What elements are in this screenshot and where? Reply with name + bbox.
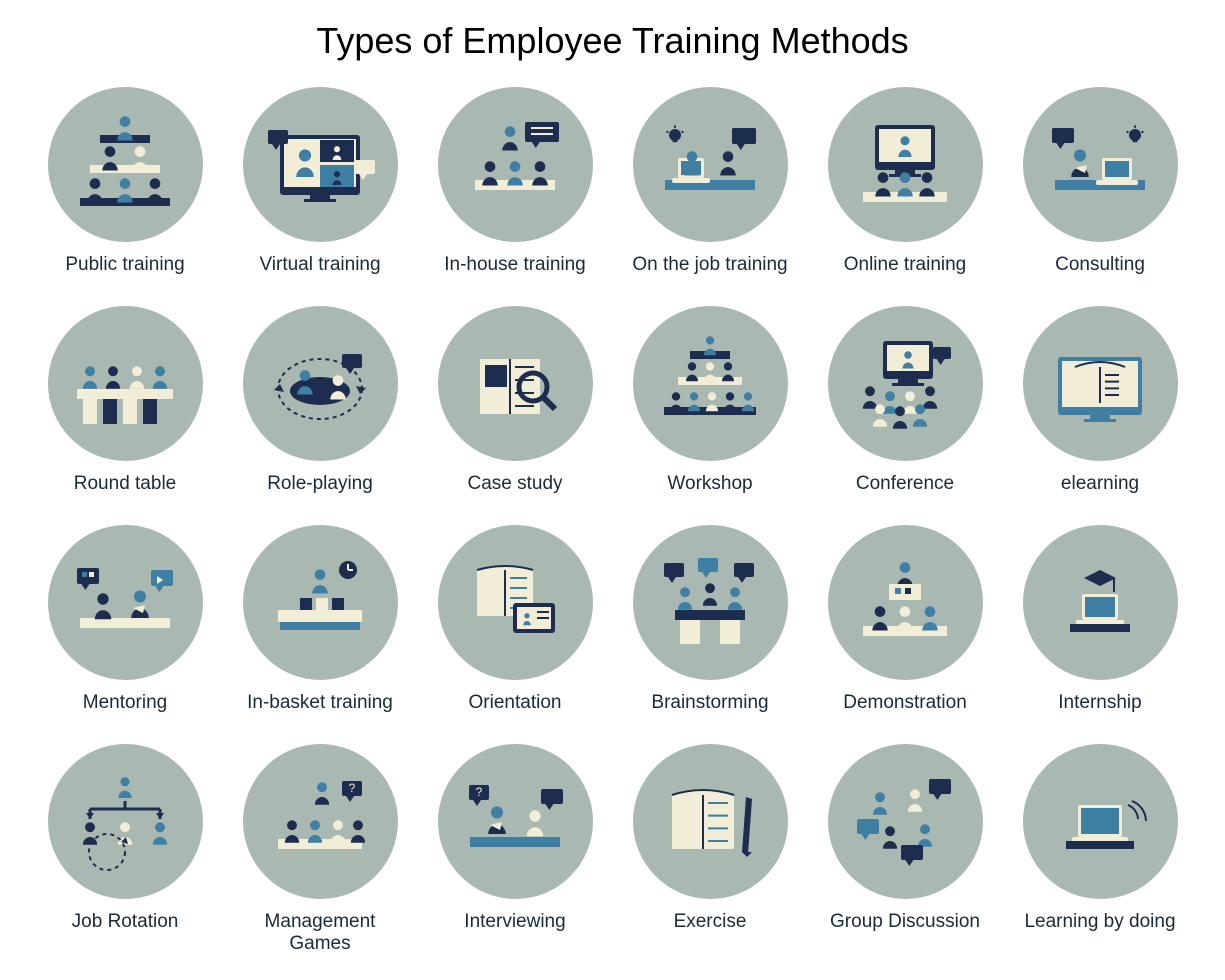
training-method-label: Case study: [467, 473, 562, 495]
job-rotation-icon: [48, 744, 203, 899]
training-method-cell: Case study: [430, 306, 600, 495]
online-training-icon: [828, 87, 983, 242]
training-method-cell: Role-playing: [235, 306, 405, 495]
training-method-cell: Demonstration: [820, 525, 990, 714]
training-method-cell: On the job training: [625, 87, 795, 276]
learning-by-doing-icon: [1023, 744, 1178, 899]
training-method-label: elearning: [1061, 473, 1139, 495]
demonstration-icon: [828, 525, 983, 680]
on-the-job-training-icon: [633, 87, 788, 242]
training-method-cell: In-house training: [430, 87, 600, 276]
training-method-label: Internship: [1058, 692, 1141, 714]
training-method-cell: ? Management Games: [235, 744, 405, 955]
training-method-cell: Learning by doing: [1015, 744, 1185, 955]
training-method-cell: Conference: [820, 306, 990, 495]
training-method-label: Orientation: [469, 692, 562, 714]
training-method-label: Round table: [74, 473, 176, 495]
consulting-icon: [1023, 87, 1178, 242]
svg-text:?: ?: [349, 781, 356, 795]
training-method-cell: Online training: [820, 87, 990, 276]
training-method-cell: elearning: [1015, 306, 1185, 495]
training-method-cell: Workshop: [625, 306, 795, 495]
interviewing-icon: ?: [438, 744, 593, 899]
training-method-label: Interviewing: [464, 911, 565, 933]
training-method-cell: Virtual training: [235, 87, 405, 276]
training-method-label: On the job training: [632, 254, 787, 276]
training-method-label: Management Games: [235, 911, 405, 955]
training-method-cell: Exercise: [625, 744, 795, 955]
public-training-icon: [48, 87, 203, 242]
training-method-label: Workshop: [667, 473, 752, 495]
round-table-icon: [48, 306, 203, 461]
case-study-icon: [438, 306, 593, 461]
training-method-label: In-house training: [444, 254, 586, 276]
training-method-cell: ? Interviewing: [430, 744, 600, 955]
virtual-training-icon: [243, 87, 398, 242]
training-method-label: Conference: [856, 473, 954, 495]
training-method-label: Online training: [844, 254, 967, 276]
mentoring-icon: [48, 525, 203, 680]
training-method-cell: Mentoring: [40, 525, 210, 714]
training-method-cell: In-basket training: [235, 525, 405, 714]
page-title: Types of Employee Training Methods: [40, 20, 1185, 62]
icon-grid: Public training Virtual training: [40, 87, 1185, 955]
training-method-cell: Round table: [40, 306, 210, 495]
training-method-label: Learning by doing: [1024, 911, 1175, 933]
training-method-cell: Job Rotation: [40, 744, 210, 955]
training-method-label: Exercise: [674, 911, 747, 933]
svg-text:?: ?: [476, 785, 483, 799]
training-method-label: Virtual training: [259, 254, 380, 276]
conference-icon: [828, 306, 983, 461]
training-method-label: Job Rotation: [72, 911, 179, 933]
group-discussion-icon: [828, 744, 983, 899]
in-house-training-icon: [438, 87, 593, 242]
training-method-label: Brainstorming: [651, 692, 768, 714]
internship-icon: [1023, 525, 1178, 680]
training-method-label: Demonstration: [843, 692, 967, 714]
training-method-cell: Internship: [1015, 525, 1185, 714]
training-method-label: Consulting: [1055, 254, 1145, 276]
training-method-label: In-basket training: [247, 692, 393, 714]
training-method-cell: Group Discussion: [820, 744, 990, 955]
in-basket-training-icon: [243, 525, 398, 680]
exercise-icon: [633, 744, 788, 899]
training-method-label: Group Discussion: [830, 911, 980, 933]
workshop-icon: [633, 306, 788, 461]
training-method-label: Mentoring: [83, 692, 168, 714]
training-method-cell: Brainstorming: [625, 525, 795, 714]
orientation-icon: [438, 525, 593, 680]
brainstorming-icon: [633, 525, 788, 680]
training-method-cell: Consulting: [1015, 87, 1185, 276]
training-method-label: Public training: [65, 254, 184, 276]
role-playing-icon: [243, 306, 398, 461]
elearning-icon: [1023, 306, 1178, 461]
training-method-label: Role-playing: [267, 473, 373, 495]
training-method-cell: Orientation: [430, 525, 600, 714]
training-method-cell: Public training: [40, 87, 210, 276]
management-games-icon: ?: [243, 744, 398, 899]
